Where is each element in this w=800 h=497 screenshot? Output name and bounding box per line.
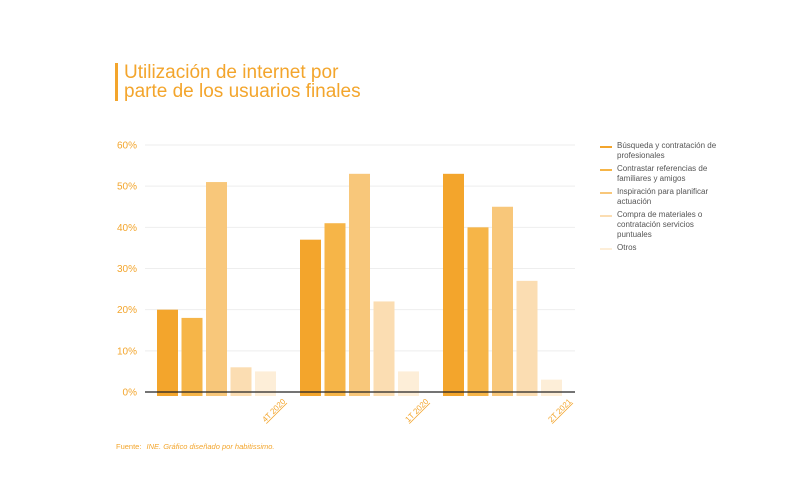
legend-label: Contrastar referencias de familiares y a… — [617, 164, 708, 183]
chart-title-line-1: Utilización de internet por — [124, 62, 339, 83]
legend-swatch — [600, 192, 612, 194]
bar — [492, 206, 513, 396]
bar — [157, 309, 178, 396]
legend-item: Inspiración para planificar actuación — [600, 187, 725, 207]
chart-title-line-2: parte de los usuarios finales — [124, 81, 361, 102]
legend-item: Otros — [600, 243, 725, 253]
legend-swatch — [600, 215, 612, 217]
y-tick-label: 30% — [117, 264, 137, 275]
bar — [398, 371, 419, 396]
bar — [324, 223, 346, 396]
legend-item: Contrastar referencias de familiares y a… — [600, 164, 725, 184]
legend-label: Búsqueda y contratación de profesionales — [617, 141, 717, 160]
y-tick-label: 10% — [117, 346, 137, 357]
bar — [443, 173, 464, 396]
source-note: Fuente: INE. Gráfico diseñado por habiti… — [116, 442, 275, 451]
bar — [300, 239, 321, 396]
legend-label: Otros — [617, 243, 637, 252]
bar — [541, 379, 562, 396]
bar — [206, 182, 227, 396]
x-category-label: 1T 2020 — [403, 397, 430, 424]
x-category-label: 2T 2021 — [546, 397, 573, 424]
source-text: INE. Gráfico diseñado por habitissimo. — [146, 442, 275, 451]
y-tick-label: 60% — [117, 141, 137, 152]
bar — [181, 317, 203, 396]
legend-label: Inspiración para planificar actuación — [617, 187, 709, 206]
y-tick-label: 20% — [117, 305, 137, 316]
bar — [516, 280, 538, 396]
bar — [349, 173, 370, 396]
chart-title: Utilización de internet por parte de los… — [115, 63, 361, 101]
legend-swatch — [600, 169, 612, 171]
legend-item: Búsqueda y contratación de profesionales — [600, 141, 725, 161]
bar — [373, 301, 395, 396]
legend-swatch — [600, 146, 612, 148]
x-category-label: 4T 2020 — [260, 397, 287, 424]
chart-legend: Búsqueda y contratación de profesionales… — [600, 141, 725, 256]
y-tick-label: 40% — [117, 223, 137, 234]
bar — [255, 371, 276, 396]
y-tick-label: 50% — [117, 182, 137, 193]
legend-label: Compra de materiales o contratación serv… — [617, 210, 703, 239]
bar — [467, 227, 489, 396]
source-label: Fuente: — [116, 442, 142, 451]
legend-swatch — [600, 248, 612, 250]
legend-item: Compra de materiales o contratación serv… — [600, 210, 725, 240]
y-tick-label: 0% — [123, 388, 138, 399]
bar — [230, 367, 252, 396]
